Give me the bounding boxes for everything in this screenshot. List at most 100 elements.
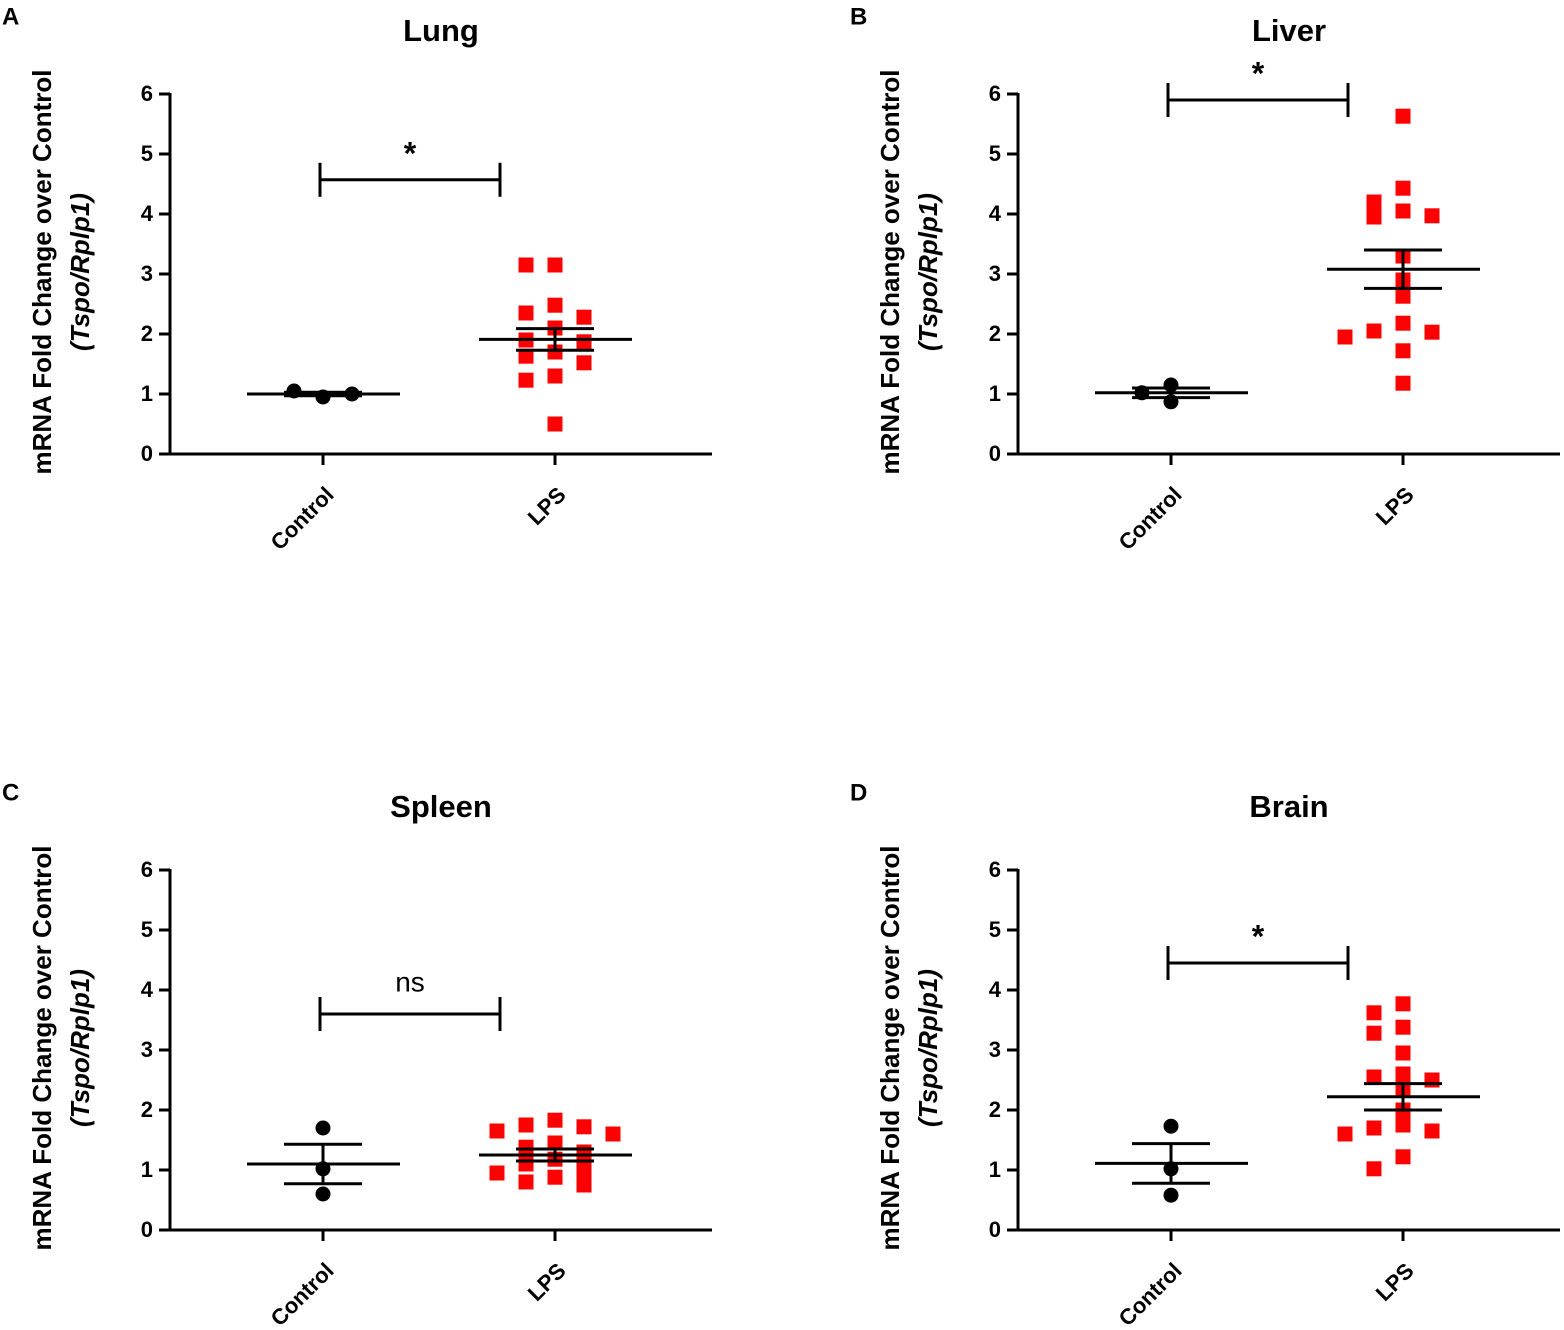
- y-tick-label: 5: [141, 141, 153, 166]
- data-point: [1424, 208, 1440, 224]
- y-tick-label: 0: [989, 1217, 1001, 1242]
- data-point: [315, 1120, 331, 1136]
- y-tick-label: 3: [141, 1037, 153, 1062]
- data-point: [1337, 1126, 1353, 1142]
- y-tick-label: 2: [141, 1097, 153, 1122]
- data-point: [576, 355, 592, 371]
- data-point: [489, 1165, 505, 1181]
- data-point: [1163, 1118, 1179, 1134]
- data-point: [518, 257, 534, 273]
- data-point: [1163, 1187, 1179, 1203]
- data-point: [518, 348, 534, 364]
- y-tick-label: 4: [989, 201, 1002, 226]
- data-point: [576, 1144, 592, 1160]
- data-point: [547, 257, 563, 273]
- panel-letter: C: [2, 779, 19, 806]
- data-point: [1395, 1149, 1411, 1165]
- x-tick-label: LPS: [1371, 1258, 1419, 1306]
- y-tick-label: 5: [989, 917, 1001, 942]
- data-point: [1366, 323, 1382, 339]
- data-point: [1395, 1066, 1411, 1082]
- x-tick-label: LPS: [1371, 482, 1419, 530]
- data-point: [518, 372, 534, 388]
- data-point: [576, 334, 592, 350]
- data-point: [547, 344, 563, 360]
- panel-letter: A: [2, 3, 19, 30]
- y-tick-label: 6: [141, 857, 153, 882]
- y-tick-label: 2: [141, 321, 153, 346]
- data-point: [1395, 1019, 1411, 1035]
- data-point: [1395, 203, 1411, 219]
- data-point: [547, 297, 563, 313]
- data-point: [1424, 1123, 1440, 1139]
- data-point: [1395, 288, 1411, 304]
- data-point: [1366, 1120, 1382, 1136]
- y-axis-label: mRNA Fold Change over Control: [27, 70, 57, 475]
- data-point: [1366, 1161, 1382, 1177]
- data-point: [547, 1169, 563, 1185]
- data-point: [1366, 1005, 1382, 1021]
- y-tick-label: 6: [989, 81, 1001, 106]
- y-tick-label: 4: [141, 977, 154, 1002]
- data-point: [1395, 1045, 1411, 1061]
- data-point: [1424, 1072, 1440, 1088]
- y-axis-label: (Tspo/Rplp1): [65, 969, 95, 1127]
- data-point: [547, 1135, 563, 1151]
- y-axis-label: (Tspo/Rplp1): [913, 193, 943, 351]
- data-point: [605, 1126, 621, 1142]
- data-point: [1395, 1117, 1411, 1133]
- data-point: [1337, 329, 1353, 345]
- data-point: [547, 1112, 563, 1128]
- data-point: [1366, 1069, 1382, 1085]
- data-point: [1424, 324, 1440, 340]
- y-tick-label: 0: [141, 441, 153, 466]
- x-tick-label: Control: [266, 1258, 339, 1330]
- significance-label: *: [1252, 55, 1265, 91]
- y-axis-label: (Tspo/Rplp1): [65, 193, 95, 351]
- chart-title: Brain: [1249, 789, 1328, 824]
- significance-label: ns: [395, 966, 425, 997]
- data-point: [1395, 315, 1411, 331]
- y-axis-label: mRNA Fold Change over Control: [27, 846, 57, 1251]
- y-tick-label: 2: [989, 321, 1001, 346]
- data-point: [315, 1186, 331, 1202]
- y-tick-label: 1: [141, 1157, 153, 1182]
- data-point: [1395, 343, 1411, 359]
- x-tick-label: Control: [1114, 482, 1187, 555]
- x-tick-label: Control: [1114, 1258, 1187, 1330]
- data-point: [518, 305, 534, 321]
- significance-label: *: [1252, 918, 1265, 954]
- x-tick-label: Control: [266, 482, 339, 555]
- y-tick-label: 2: [989, 1097, 1001, 1122]
- data-point: [518, 1156, 534, 1172]
- data-point: [518, 1117, 534, 1133]
- y-axis-label: (Tspo/Rplp1): [913, 969, 943, 1127]
- chart-title: Lung: [403, 13, 479, 48]
- y-tick-label: 3: [989, 261, 1001, 286]
- data-point: [489, 1123, 505, 1139]
- y-tick-label: 0: [989, 441, 1001, 466]
- data-point: [576, 1119, 592, 1135]
- data-point: [576, 1177, 592, 1193]
- y-axis-label: mRNA Fold Change over Control: [875, 70, 905, 475]
- data-point: [1395, 375, 1411, 391]
- y-tick-label: 6: [141, 81, 153, 106]
- data-point: [1366, 209, 1382, 225]
- data-point: [1366, 194, 1382, 210]
- data-point: [1395, 996, 1411, 1012]
- y-tick-label: 1: [989, 381, 1001, 406]
- y-tick-label: 3: [141, 261, 153, 286]
- data-point: [547, 416, 563, 432]
- y-tick-label: 4: [989, 977, 1002, 1002]
- data-point: [1395, 108, 1411, 124]
- data-point: [1366, 1025, 1382, 1041]
- y-tick-label: 6: [989, 857, 1001, 882]
- x-tick-label: LPS: [523, 482, 571, 530]
- panel-letter: B: [850, 3, 867, 30]
- y-tick-label: 1: [989, 1157, 1001, 1182]
- data-point: [1395, 180, 1411, 196]
- data-point: [518, 1174, 534, 1190]
- significance-label: *: [404, 135, 417, 171]
- y-axis-label: mRNA Fold Change over Control: [875, 846, 905, 1251]
- data-point: [547, 368, 563, 384]
